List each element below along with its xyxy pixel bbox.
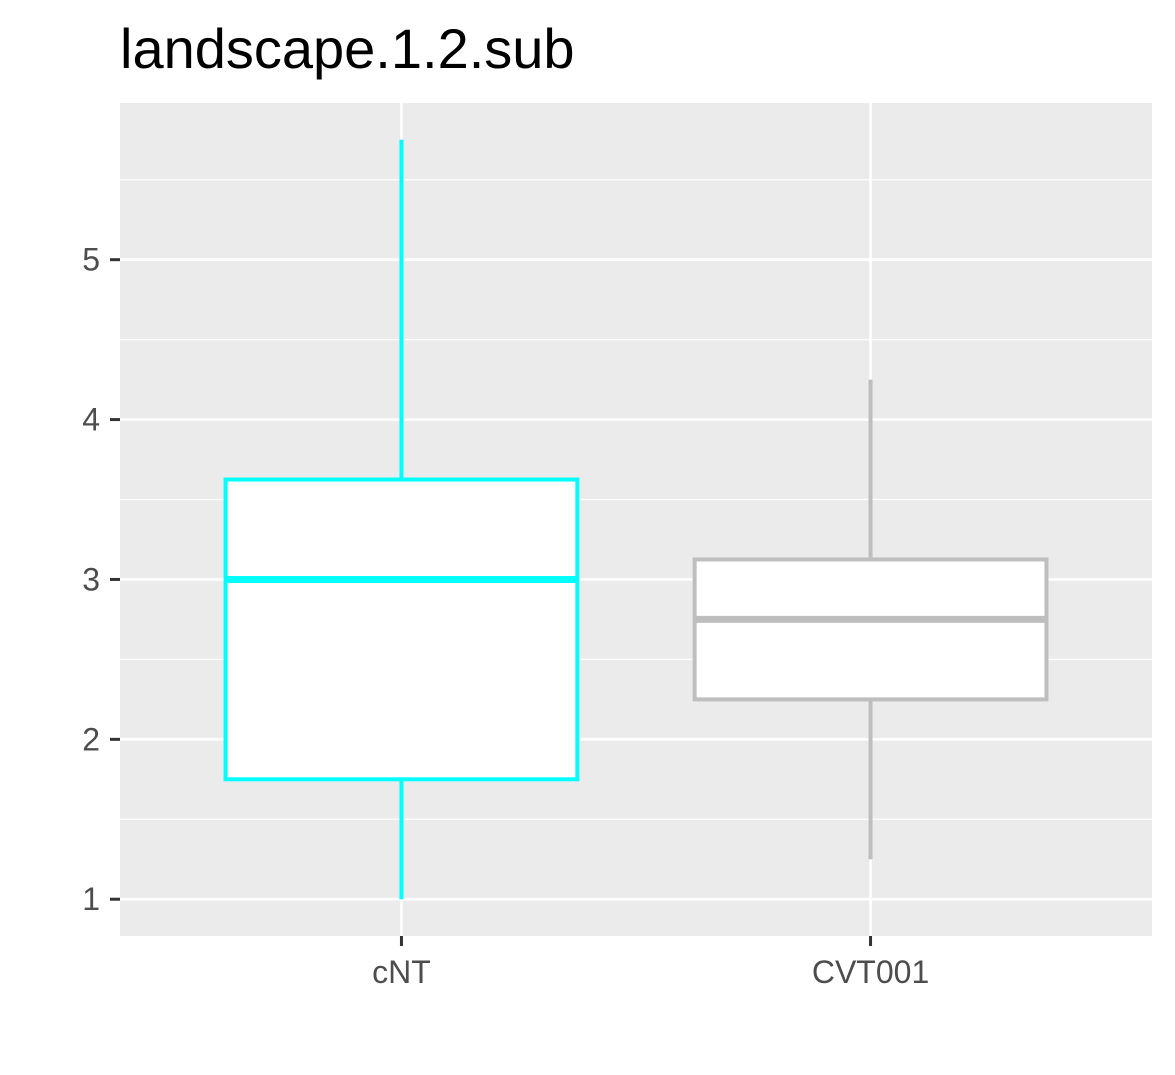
x-axis: cNT CVT001 (372, 936, 929, 990)
y-tick-label: 2 (82, 721, 100, 757)
x-tick-label: cNT (372, 954, 431, 990)
box-body (692, 557, 1049, 702)
box-CVT001 (692, 379, 1049, 860)
y-tick-label: 3 (82, 561, 100, 597)
chart-title: landscape.1.2.sub (120, 17, 575, 80)
box-group (223, 139, 1049, 900)
y-tick-label: 1 (82, 881, 100, 917)
y-axis: 1 2 3 4 5 (82, 242, 120, 917)
y-tick-label: 5 (82, 242, 100, 278)
x-tick-label: CVT001 (812, 954, 929, 990)
y-tick-label: 4 (82, 402, 100, 438)
box-body (223, 477, 580, 782)
box-cNT (223, 139, 580, 900)
